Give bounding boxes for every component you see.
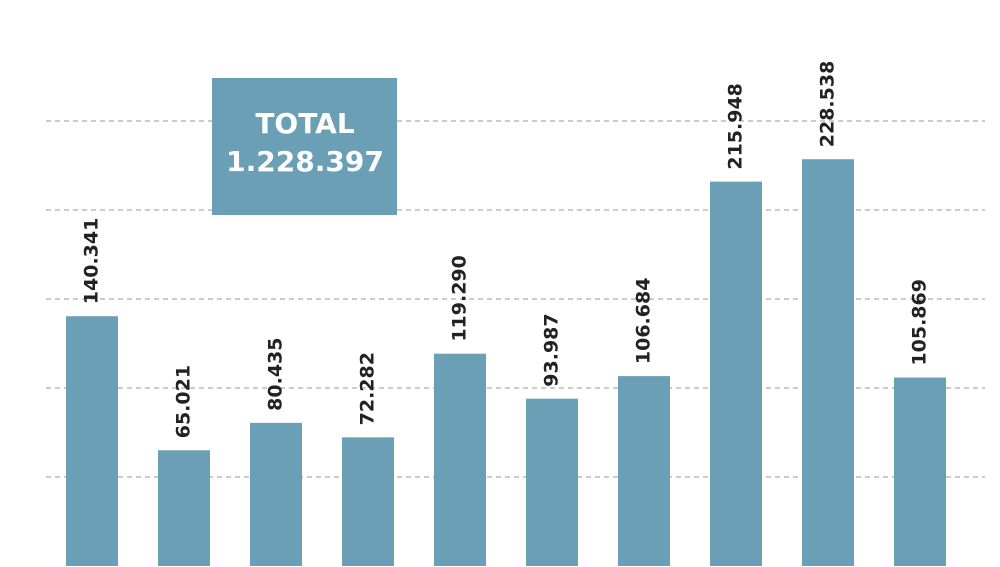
bar — [342, 437, 394, 566]
bar — [250, 422, 302, 566]
value-label: 80.435 — [265, 338, 287, 411]
value-label: 93.987 — [541, 313, 563, 386]
total-box: TOTAL 1.228.397 — [212, 78, 397, 215]
value-label: 105.869 — [909, 279, 931, 366]
bar — [894, 377, 946, 566]
value-label: 140.341 — [81, 218, 103, 305]
bar — [66, 316, 118, 566]
bar — [158, 450, 210, 566]
bar — [618, 376, 670, 566]
bar — [802, 159, 854, 566]
total-label: TOTAL — [255, 107, 354, 140]
value-label: 119.290 — [449, 255, 471, 342]
bar — [710, 181, 762, 567]
bars: 140.341 65.021 80.435 72.282 119.290 93.987 10… — [66, 61, 946, 567]
value-label: 215.948 — [725, 83, 747, 170]
value-label: 72.282 — [357, 352, 379, 425]
total-value: 1.228.397 — [226, 145, 384, 178]
value-label: 65.021 — [173, 365, 195, 438]
bar — [526, 398, 578, 566]
value-label: 106.684 — [633, 278, 655, 365]
total-box-bg — [212, 78, 397, 215]
value-label: 228.538 — [817, 61, 839, 148]
bar — [434, 353, 486, 566]
